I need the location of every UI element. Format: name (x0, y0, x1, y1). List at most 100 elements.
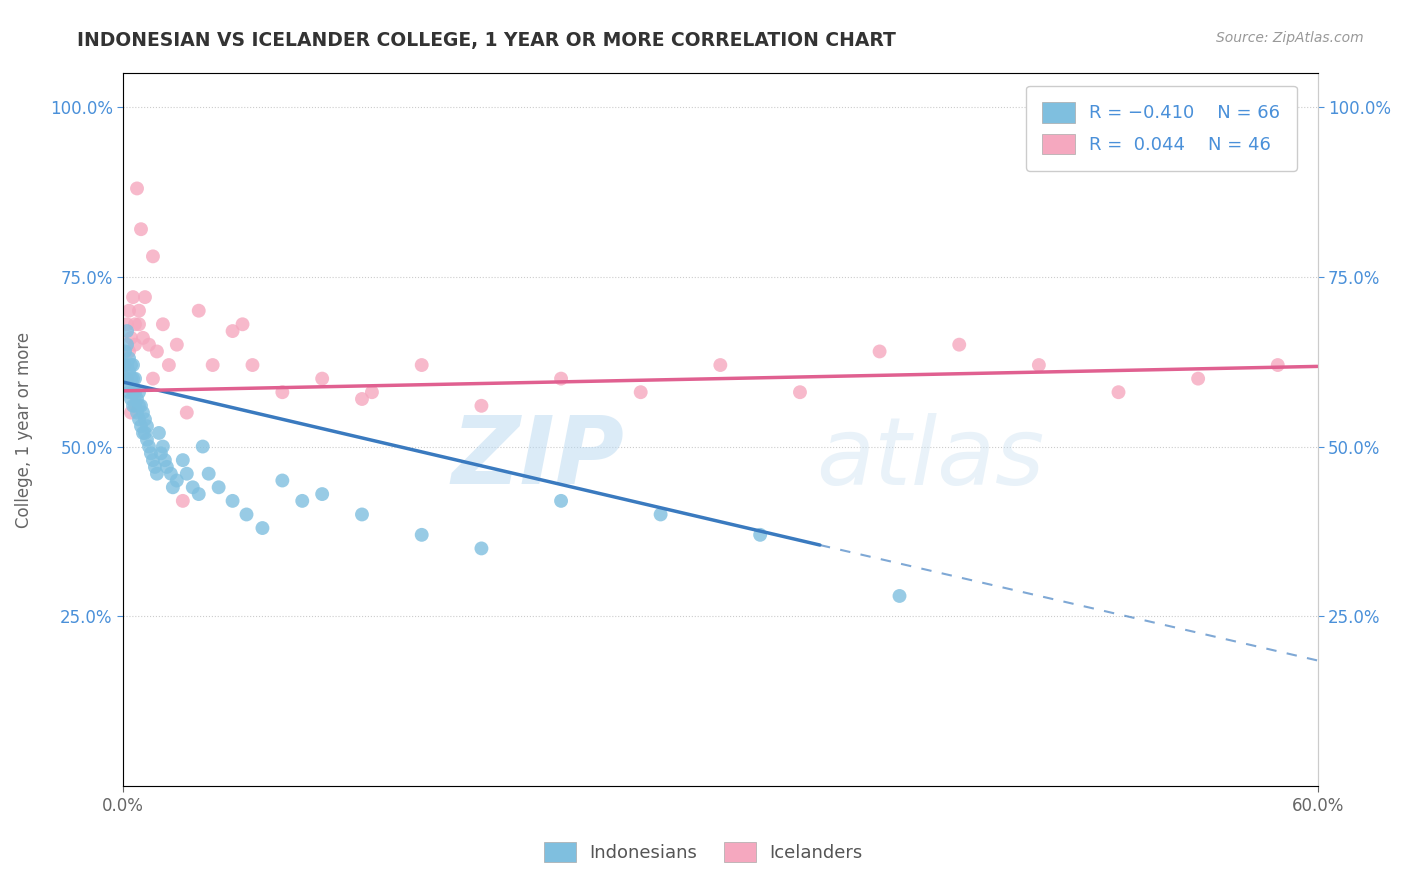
Point (311, 487, 333, 501)
Point (122, 371, 145, 385)
Point (191, 440, 214, 454)
Point (156, 459, 179, 474)
Point (132, 406, 155, 420)
Point (231, 318, 253, 332)
Point (132, 331, 155, 345)
Point (149, 446, 172, 460)
Point (128, 399, 150, 413)
Point (122, 290, 145, 304)
Point (709, 358, 731, 372)
Point (114, 358, 136, 372)
Point (118, 365, 141, 379)
Point (129, 419, 152, 434)
Point (208, 480, 231, 494)
Point (271, 474, 294, 488)
Point (143, 459, 166, 474)
Point (162, 480, 184, 494)
Point (789, 385, 811, 400)
Point (136, 433, 159, 447)
Point (172, 453, 194, 467)
Point (166, 474, 188, 488)
Point (129, 399, 152, 413)
Point (176, 467, 198, 481)
Point (118, 303, 141, 318)
Point (139, 446, 162, 460)
Point (221, 494, 243, 508)
Point (411, 358, 433, 372)
Text: atlas: atlas (815, 413, 1045, 504)
Point (889, 589, 911, 603)
Point (128, 412, 150, 426)
Point (252, 521, 274, 535)
Point (550, 371, 572, 385)
Point (1187, 371, 1209, 385)
Point (124, 399, 146, 413)
Point (115, 358, 138, 372)
Point (136, 419, 159, 434)
Point (1267, 358, 1289, 372)
Point (1028, 358, 1050, 372)
Point (115, 371, 138, 385)
Point (120, 358, 142, 372)
Point (118, 385, 141, 400)
Point (152, 318, 174, 332)
Point (630, 385, 652, 400)
Point (242, 358, 264, 372)
Point (142, 371, 165, 385)
Point (197, 467, 219, 481)
Point (114, 344, 136, 359)
Point (146, 467, 169, 481)
Point (128, 303, 150, 318)
Point (114, 378, 136, 392)
Point (115, 337, 138, 351)
Point (120, 331, 142, 345)
Point (125, 181, 148, 195)
Point (411, 528, 433, 542)
Y-axis label: College, 1 year or more: College, 1 year or more (15, 332, 32, 528)
Point (118, 344, 141, 359)
Point (187, 487, 209, 501)
Point (124, 337, 146, 351)
Point (221, 324, 243, 338)
Point (115, 324, 138, 338)
Point (350, 508, 373, 522)
Point (120, 392, 142, 406)
Point (142, 249, 165, 263)
Point (869, 344, 891, 359)
Legend: R = −0.410    N = 66, R =  0.044    N = 46: R = −0.410 N = 66, R = 0.044 N = 46 (1026, 86, 1296, 170)
Text: Source: ZipAtlas.com: Source: ZipAtlas.com (1216, 31, 1364, 45)
Point (470, 399, 492, 413)
Point (122, 399, 145, 413)
Point (201, 358, 224, 372)
Point (160, 467, 183, 481)
Point (134, 425, 156, 440)
Point (118, 351, 141, 366)
Point (148, 425, 170, 440)
Point (948, 337, 970, 351)
Point (132, 425, 155, 440)
Point (120, 406, 142, 420)
Point (235, 508, 257, 522)
Point (134, 290, 156, 304)
Point (115, 318, 138, 332)
Point (124, 385, 146, 400)
Point (129, 222, 152, 236)
Point (311, 371, 333, 385)
Text: ZIP: ZIP (451, 412, 624, 504)
Text: INDONESIAN VS ICELANDER COLLEGE, 1 YEAR OR MORE CORRELATION CHART: INDONESIAN VS ICELANDER COLLEGE, 1 YEAR … (77, 31, 896, 50)
Point (172, 494, 194, 508)
Point (138, 337, 160, 351)
Point (152, 440, 174, 454)
Point (146, 344, 169, 359)
Point (181, 480, 204, 494)
Point (128, 385, 150, 400)
Point (125, 406, 148, 420)
Point (1108, 385, 1130, 400)
Point (122, 385, 145, 400)
Point (115, 371, 138, 385)
Point (291, 494, 314, 508)
Point (350, 392, 373, 406)
Point (176, 406, 198, 420)
Point (124, 371, 146, 385)
Point (128, 318, 150, 332)
